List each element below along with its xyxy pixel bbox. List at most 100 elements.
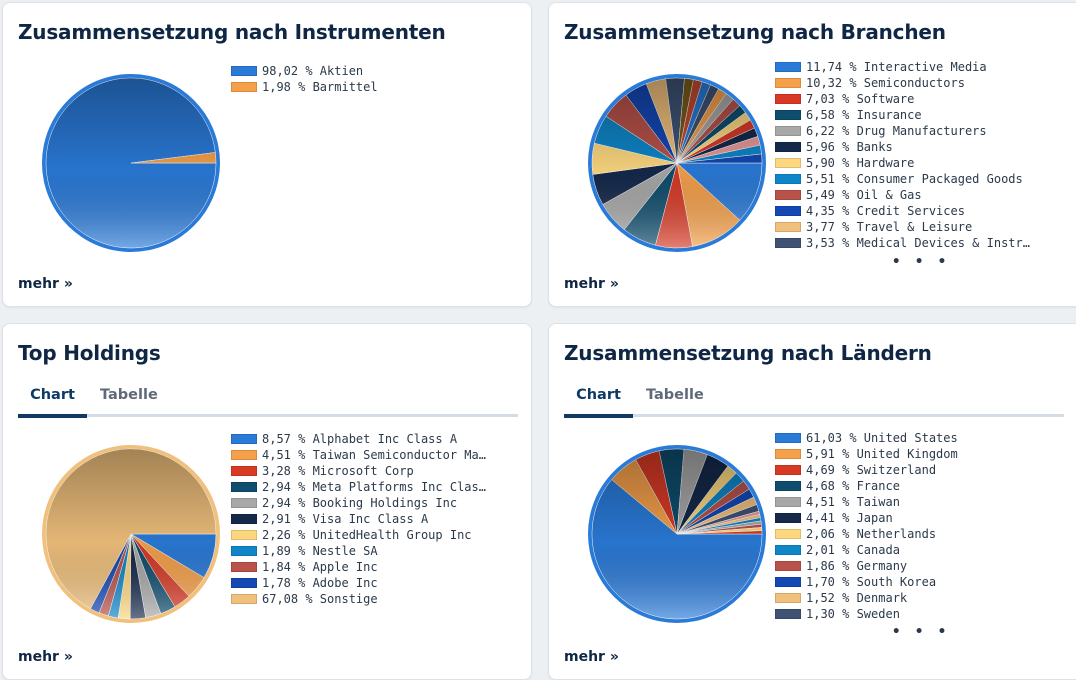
legend-swatch (775, 529, 801, 539)
legend-more-indicator: • • • (892, 624, 950, 640)
legend-label: 5,91 % United Kingdom (806, 447, 958, 461)
legend-item: 2,94 % Booking Holdings Inc (231, 495, 487, 511)
legend-label: 2,94 % Meta Platforms Inc Class A (262, 480, 487, 494)
legend-item: 8,57 % Alphabet Inc Class A (231, 431, 487, 447)
legend-item: 11,74 % Interactive Media (775, 59, 1031, 75)
card-industries: Zusammensetzung nach Branchen 11,74 % In… (548, 2, 1076, 307)
card-title: Zusammensetzung nach Instrumenten (18, 20, 446, 44)
legend-label: 6,22 % Drug Manufacturers (806, 124, 987, 138)
legend-swatch (775, 126, 801, 136)
tab-bar: Chart Tabelle (564, 384, 1064, 420)
card-instruments: Zusammensetzung nach Instrumenten 98,02 … (2, 2, 532, 307)
legend-label: 2,26 % UnitedHealth Group Inc (262, 528, 472, 542)
legend-swatch (231, 450, 257, 460)
legend-label: 5,96 % Banks (806, 140, 893, 154)
legend-label: 67,08 % Sonstige (262, 592, 378, 606)
legend-item: 4,41 % Japan (775, 510, 958, 526)
card-top-holdings: Top Holdings Chart Tabelle 8,57 % Alphab… (2, 323, 532, 680)
legend-item: 1,78 % Adobe Inc (231, 575, 487, 591)
legend-label: 7,03 % Software (806, 92, 915, 106)
pie-chart-countries (588, 445, 766, 623)
legend-item: 5,51 % Consumer Packaged Goods (775, 171, 1031, 187)
legend-label: 5,51 % Consumer Packaged Goods (806, 172, 1023, 186)
legend-more-indicator: • • • (892, 254, 950, 270)
legend-item: 7,03 % Software (775, 91, 1031, 107)
more-link[interactable]: mehr » (18, 649, 73, 665)
legend-swatch (775, 62, 801, 72)
legend-countries: 61,03 % United States 5,91 % United Kingd… (775, 430, 958, 622)
legend-item: 3,53 % Medical Devices & Instrume... (775, 235, 1031, 251)
legend-item: 1,52 % Denmark (775, 590, 958, 606)
legend-label: 5,49 % Oil & Gas (806, 188, 922, 202)
legend-label: 1,30 % Sweden (806, 607, 900, 621)
legend-item: 1,30 % Sweden (775, 606, 958, 622)
legend-item: 4,51 % Taiwan (775, 494, 958, 510)
legend-label: 1,98 % Barmittel (262, 80, 378, 94)
more-link[interactable]: mehr » (564, 276, 619, 292)
tab-chart[interactable]: Chart (30, 387, 75, 403)
card-title: Zusammensetzung nach Ländern (564, 341, 932, 365)
legend-label: 5,90 % Hardware (806, 156, 915, 170)
legend-swatch (775, 222, 801, 232)
legend-item: 2,94 % Meta Platforms Inc Class A (231, 479, 487, 495)
legend-label: 2,06 % Netherlands (806, 527, 937, 541)
legend-swatch (231, 434, 257, 444)
legend-swatch (775, 142, 801, 152)
legend-item: 2,26 % UnitedHealth Group Inc (231, 527, 487, 543)
legend-industries: 11,74 % Interactive Media 10,32 % Semicon… (775, 59, 1031, 251)
legend-item: 98,02 % Aktien (231, 63, 378, 79)
card-countries: Zusammensetzung nach Ländern Chart Tabel… (548, 323, 1076, 680)
legend-swatch (231, 82, 257, 92)
legend-item: 1,89 % Nestle SA (231, 543, 487, 559)
legend-item: 5,96 % Banks (775, 139, 1031, 155)
legend-item: 67,08 % Sonstige (231, 591, 487, 607)
legend-label: 3,53 % Medical Devices & Instrume... (806, 236, 1031, 250)
legend-item: 61,03 % United States (775, 430, 958, 446)
pie-chart-instruments (42, 74, 220, 252)
tab-active-indicator (564, 414, 633, 418)
more-link[interactable]: mehr » (564, 649, 619, 665)
legend-label: 2,91 % Visa Inc Class A (262, 512, 429, 526)
legend-label: 2,94 % Booking Holdings Inc (262, 496, 458, 510)
legend-swatch (231, 498, 257, 508)
legend-swatch (231, 514, 257, 524)
tab-bar: Chart Tabelle (18, 384, 518, 420)
tab-chart[interactable]: Chart (576, 387, 621, 403)
legend-swatch (775, 158, 801, 168)
legend-swatch (775, 593, 801, 603)
tab-table[interactable]: Tabelle (646, 387, 704, 403)
legend-label: 1,70 % South Korea (806, 575, 937, 589)
legend-top-holdings: 8,57 % Alphabet Inc Class A 4,51 % Taiwan… (231, 431, 487, 607)
legend-item: 3,77 % Travel & Leisure (775, 219, 1031, 235)
legend-swatch (775, 561, 801, 571)
legend-swatch (775, 433, 801, 443)
legend-item: 2,01 % Canada (775, 542, 958, 558)
legend-item: 6,22 % Drug Manufacturers (775, 123, 1031, 139)
more-link[interactable]: mehr » (18, 276, 73, 292)
legend-label: 61,03 % United States (806, 431, 958, 445)
legend-label: 6,58 % Insurance (806, 108, 922, 122)
legend-label: 10,32 % Semiconductors (806, 76, 965, 90)
legend-swatch (775, 449, 801, 459)
legend-item: 2,91 % Visa Inc Class A (231, 511, 487, 527)
legend-label: 4,41 % Japan (806, 511, 893, 525)
legend-item: 5,49 % Oil & Gas (775, 187, 1031, 203)
legend-swatch (775, 513, 801, 523)
legend-swatch (775, 238, 801, 248)
pie-chart-top-holdings (42, 445, 220, 623)
legend-item: 1,86 % Germany (775, 558, 958, 574)
legend-swatch (775, 481, 801, 491)
legend-swatch (775, 545, 801, 555)
legend-label: 4,51 % Taiwan Semiconductor Man... (262, 448, 487, 462)
legend-item: 1,70 % South Korea (775, 574, 958, 590)
legend-label: 4,68 % France (806, 479, 900, 493)
legend-label: 1,78 % Adobe Inc (262, 576, 378, 590)
tab-divider (18, 414, 518, 417)
legend-swatch (231, 530, 257, 540)
legend-swatch (775, 206, 801, 216)
legend-swatch (775, 174, 801, 184)
tab-table[interactable]: Tabelle (100, 387, 158, 403)
legend-instruments: 98,02 % Aktien 1,98 % Barmittel (231, 63, 378, 95)
pie-chart-industries (588, 74, 766, 252)
legend-item: 2,06 % Netherlands (775, 526, 958, 542)
